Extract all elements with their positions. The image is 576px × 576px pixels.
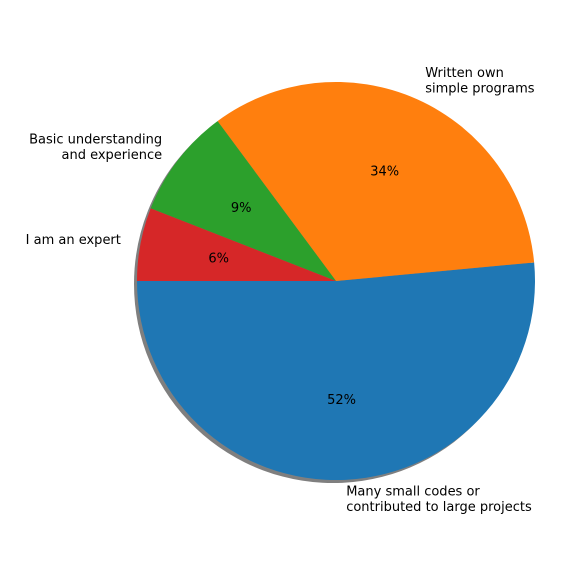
slice-label-written-own-simple-programs: Written own simple programs: [425, 66, 535, 97]
slice-label-i-am-an-expert: I am an expert: [26, 233, 121, 248]
slice-label-line: Basic understanding: [29, 133, 162, 148]
pct-label-i-am-an-expert: 6%: [208, 251, 229, 266]
slice-labels: Many small codes or contributed to large …: [26, 66, 535, 515]
slice-many-small-codes-or-contributed-to-large-projects: [137, 262, 535, 481]
slice-i-am-an-expert: [137, 208, 336, 281]
slice-basic-understanding-and-experience: [150, 121, 336, 281]
percent-labels: 52% 34% 9% 6%: [208, 164, 399, 407]
slice-label-line: contributed to large projects: [346, 500, 532, 515]
slice-label-many-small-codes-or-contributed-to-large-projects: Many small codes or contributed to large …: [346, 484, 532, 515]
slice-label-line: Written own: [425, 66, 504, 81]
pie-slices: [137, 81, 535, 481]
pct-label-many-small-codes-or-contributed-to-large-projects: 52%: [327, 393, 356, 408]
slice-label-line: I am an expert: [26, 233, 121, 248]
pct-label-basic-understanding-and-experience: 9%: [231, 201, 252, 216]
slice-label-line: Many small codes or: [346, 484, 480, 499]
slice-label-line: simple programs: [425, 81, 535, 96]
slice-label-line: and experience: [62, 148, 163, 163]
slice-label-basic-understanding-and-experience: Basic understanding and experience: [29, 133, 162, 164]
slice-written-own-simple-programs: [217, 81, 535, 281]
pct-label-written-own-simple-programs: 34%: [370, 164, 399, 179]
